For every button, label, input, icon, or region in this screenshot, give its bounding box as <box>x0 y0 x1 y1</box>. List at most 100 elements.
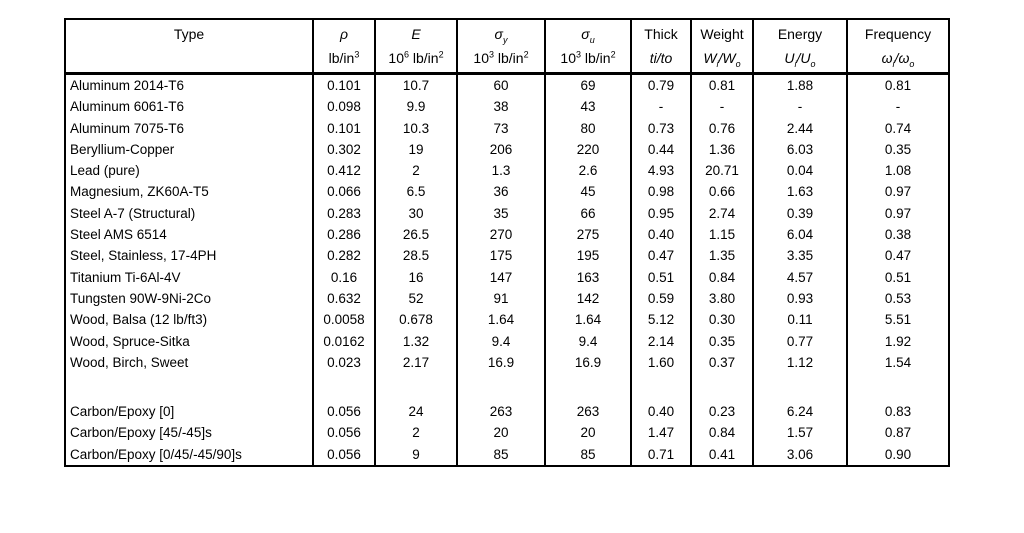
value-cell: 0.30 <box>690 309 754 331</box>
header-line2: ωi/ωo <box>851 46 945 70</box>
value-cell: 36 <box>456 181 546 203</box>
value-cell: 66 <box>544 202 632 225</box>
value-cell: 0.101 <box>312 73 376 97</box>
material-name-cell: Carbon/Epoxy [0/45/-45/90]s <box>64 443 314 467</box>
value-cell: - <box>752 96 848 118</box>
value-cell: 73 <box>456 117 546 139</box>
value-cell: 35 <box>456 202 546 225</box>
header-text-part: 2 <box>523 49 529 60</box>
value-cell: 0.302 <box>312 138 376 161</box>
value-cell: 3.06 <box>752 443 848 467</box>
header-text-part: 6 <box>403 49 409 60</box>
value-cell: 0.84 <box>690 422 754 444</box>
value-cell: 0.056 <box>312 401 376 423</box>
value-cell: 0.11 <box>752 309 848 331</box>
material-properties-table: Type ρ lb/in3 E 106 lb/in2 σy 103 lb/in2 σu 103 … <box>64 18 950 468</box>
table-row: Carbon/Epoxy [45/-45]s 0.056 2 20 20 1.47 0.84… <box>64 422 950 444</box>
header-text-part: 3 <box>488 49 494 60</box>
value-cell: 0.83 <box>846 401 950 423</box>
value-cell: 275 <box>544 224 632 246</box>
material-name-cell: Lead (pure) <box>64 160 314 182</box>
spacer-cell <box>544 373 632 402</box>
header-text-part: / <box>894 50 899 66</box>
spacer-cell <box>374 373 458 402</box>
value-cell: 0.678 <box>374 309 458 331</box>
header-text-part: i <box>794 58 797 69</box>
value-cell: 6.24 <box>752 401 848 423</box>
header-line1: σy <box>461 22 541 46</box>
value-cell: 19 <box>374 138 458 161</box>
header-text-part: Thick <box>644 26 678 42</box>
header-text-part: ρ <box>339 26 349 42</box>
value-cell: 195 <box>544 245 632 267</box>
value-cell: 1.32 <box>374 330 458 352</box>
header-text-part: 3 <box>575 49 581 60</box>
header-line1: E <box>379 22 453 46</box>
table-row: Wood, Balsa (12 lb/ft3) 0.0058 0.678 1.64 1.… <box>64 309 950 331</box>
spacer-cell <box>846 373 950 402</box>
header-text-part: o <box>810 58 816 69</box>
value-cell: 1.88 <box>752 73 848 97</box>
column-header-frequency-ratio: Frequency ωi/ωo <box>846 19 950 75</box>
value-cell: 147 <box>456 266 546 288</box>
value-cell: 2.14 <box>630 330 692 352</box>
spacer-cell <box>312 373 376 402</box>
value-cell: 0.023 <box>312 351 376 374</box>
column-header-elastic-modulus: E 106 lb/in2 <box>374 19 458 75</box>
column-header-thickness-ratio: Thick ti/to <box>630 19 692 75</box>
value-cell: 142 <box>544 287 632 310</box>
spacer-cell <box>690 373 754 402</box>
value-cell: 0.79 <box>630 73 692 97</box>
value-cell: 9.9 <box>374 96 458 118</box>
value-cell: 80 <box>544 117 632 139</box>
value-cell: 1.47 <box>630 422 692 444</box>
value-cell: 0.47 <box>846 245 950 267</box>
header-text-part: /U <box>796 50 811 66</box>
value-cell: 10.7 <box>374 73 458 97</box>
header-text-part: u <box>589 34 595 45</box>
column-header-ultimate-strength: σu 103 lb/in2 <box>544 19 632 75</box>
value-cell: 263 <box>456 401 546 423</box>
value-cell: 1.36 <box>690 138 754 161</box>
table-row: Lead (pure) 0.412 2 1.3 2.6 4.93 20.71 0.04 1.08 <box>64 160 950 182</box>
header-line1: Frequency <box>851 22 945 46</box>
material-name-cell: Aluminum 6061-T6 <box>64 96 314 118</box>
value-cell: 2 <box>374 160 458 182</box>
value-cell: 9 <box>374 443 458 467</box>
table-row: Wood, Spruce-Sitka 0.0162 1.32 9.4 9.4 2.14 0.… <box>64 330 950 352</box>
header-text-part: 10 <box>473 50 489 66</box>
column-header-type: Type <box>64 19 314 75</box>
column-header-yield-strength: σy 103 lb/in2 <box>456 19 546 75</box>
value-cell: 0.53 <box>846 287 950 310</box>
value-cell: - <box>690 96 754 118</box>
value-cell: 0.51 <box>846 266 950 288</box>
value-cell: - <box>630 96 692 118</box>
material-name-cell: Wood, Balsa (12 lb/ft3) <box>64 309 314 331</box>
value-cell: 30 <box>374 202 458 225</box>
table-row: Titanium Ti-6Al-4V 0.16 16 147 163 0.51 0.84 4.… <box>64 266 950 288</box>
table-row: Wood, Birch, Sweet 0.023 2.17 16.9 16.9 1.60 0… <box>64 351 950 374</box>
header-row: Type ρ lb/in3 E 106 lb/in2 σy 103 lb/in2 σu 103 … <box>64 19 950 75</box>
value-cell: 16.9 <box>544 351 632 374</box>
header-line1: Thick <box>635 22 687 46</box>
value-cell: 0.81 <box>690 73 754 97</box>
header-line2: Wi/Wo <box>695 46 749 70</box>
value-cell: 0.87 <box>846 422 950 444</box>
value-cell: 2 <box>374 422 458 444</box>
value-cell: 175 <box>456 245 546 267</box>
column-header-weight-ratio: Weight Wi/Wo <box>690 19 754 75</box>
material-name-cell: Tungsten 90W-9Ni-2Co <box>64 287 314 310</box>
header-text-part: Frequency <box>864 26 932 42</box>
value-cell: 0.47 <box>630 245 692 267</box>
value-cell: 24 <box>374 401 458 423</box>
value-cell: 10.3 <box>374 117 458 139</box>
header-text-part: W <box>703 50 717 66</box>
value-cell: 0.95 <box>630 202 692 225</box>
value-cell: 206 <box>456 138 546 161</box>
value-cell: 263 <box>544 401 632 423</box>
material-name-cell: Aluminum 2014-T6 <box>64 73 314 97</box>
header-text-part: Type <box>173 26 205 42</box>
spacer-cell <box>456 373 546 402</box>
value-cell: 3.80 <box>690 287 754 310</box>
value-cell: 0.76 <box>690 117 754 139</box>
